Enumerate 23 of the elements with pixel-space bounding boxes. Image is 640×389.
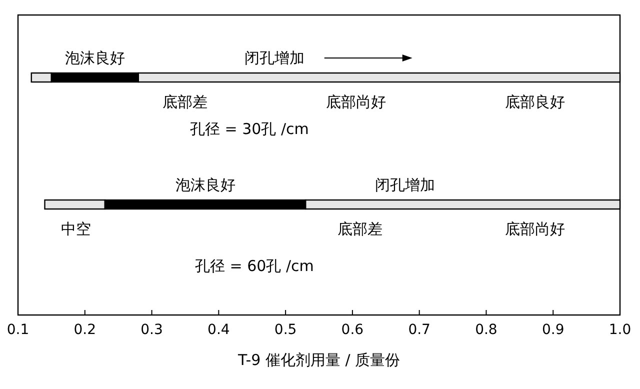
series-label: 泡沫良好 (64, 49, 125, 67)
x-tick-label: 0.4 (208, 322, 230, 338)
x-tick-label: 0.8 (475, 322, 498, 338)
x-tick-label: 0.3 (140, 322, 163, 338)
annotation: 底部尚好 (326, 93, 386, 111)
x-tick-label: 1.0 (608, 322, 632, 338)
annotation: 孔径 = 30孔 /cm (190, 120, 309, 138)
annotation: 底部差 (162, 93, 208, 111)
x-tick-label: 0.1 (6, 322, 30, 338)
x-tick-label: 0.5 (274, 322, 297, 338)
annotation: 底部良好 (505, 93, 565, 111)
x-tick-label: 0.7 (408, 322, 430, 338)
x-tick-label: 0.2 (74, 322, 96, 338)
annotation: 底部尚好 (505, 220, 565, 238)
annotation: 中空 (61, 220, 91, 238)
series-label: 闭孔增加 (244, 49, 304, 67)
annotation: 底部差 (338, 220, 382, 238)
text: 泡沫良好 (175, 176, 236, 194)
x-tick-label: 0.6 (341, 322, 364, 338)
text: 闭孔增加 (374, 176, 435, 194)
x-tick-label: 0.9 (542, 322, 564, 338)
x-axis-title: T-9 催化剂用量 / 质量份 (236, 351, 400, 369)
annotation: 孔径 = 60孔 /cm (195, 257, 314, 275)
